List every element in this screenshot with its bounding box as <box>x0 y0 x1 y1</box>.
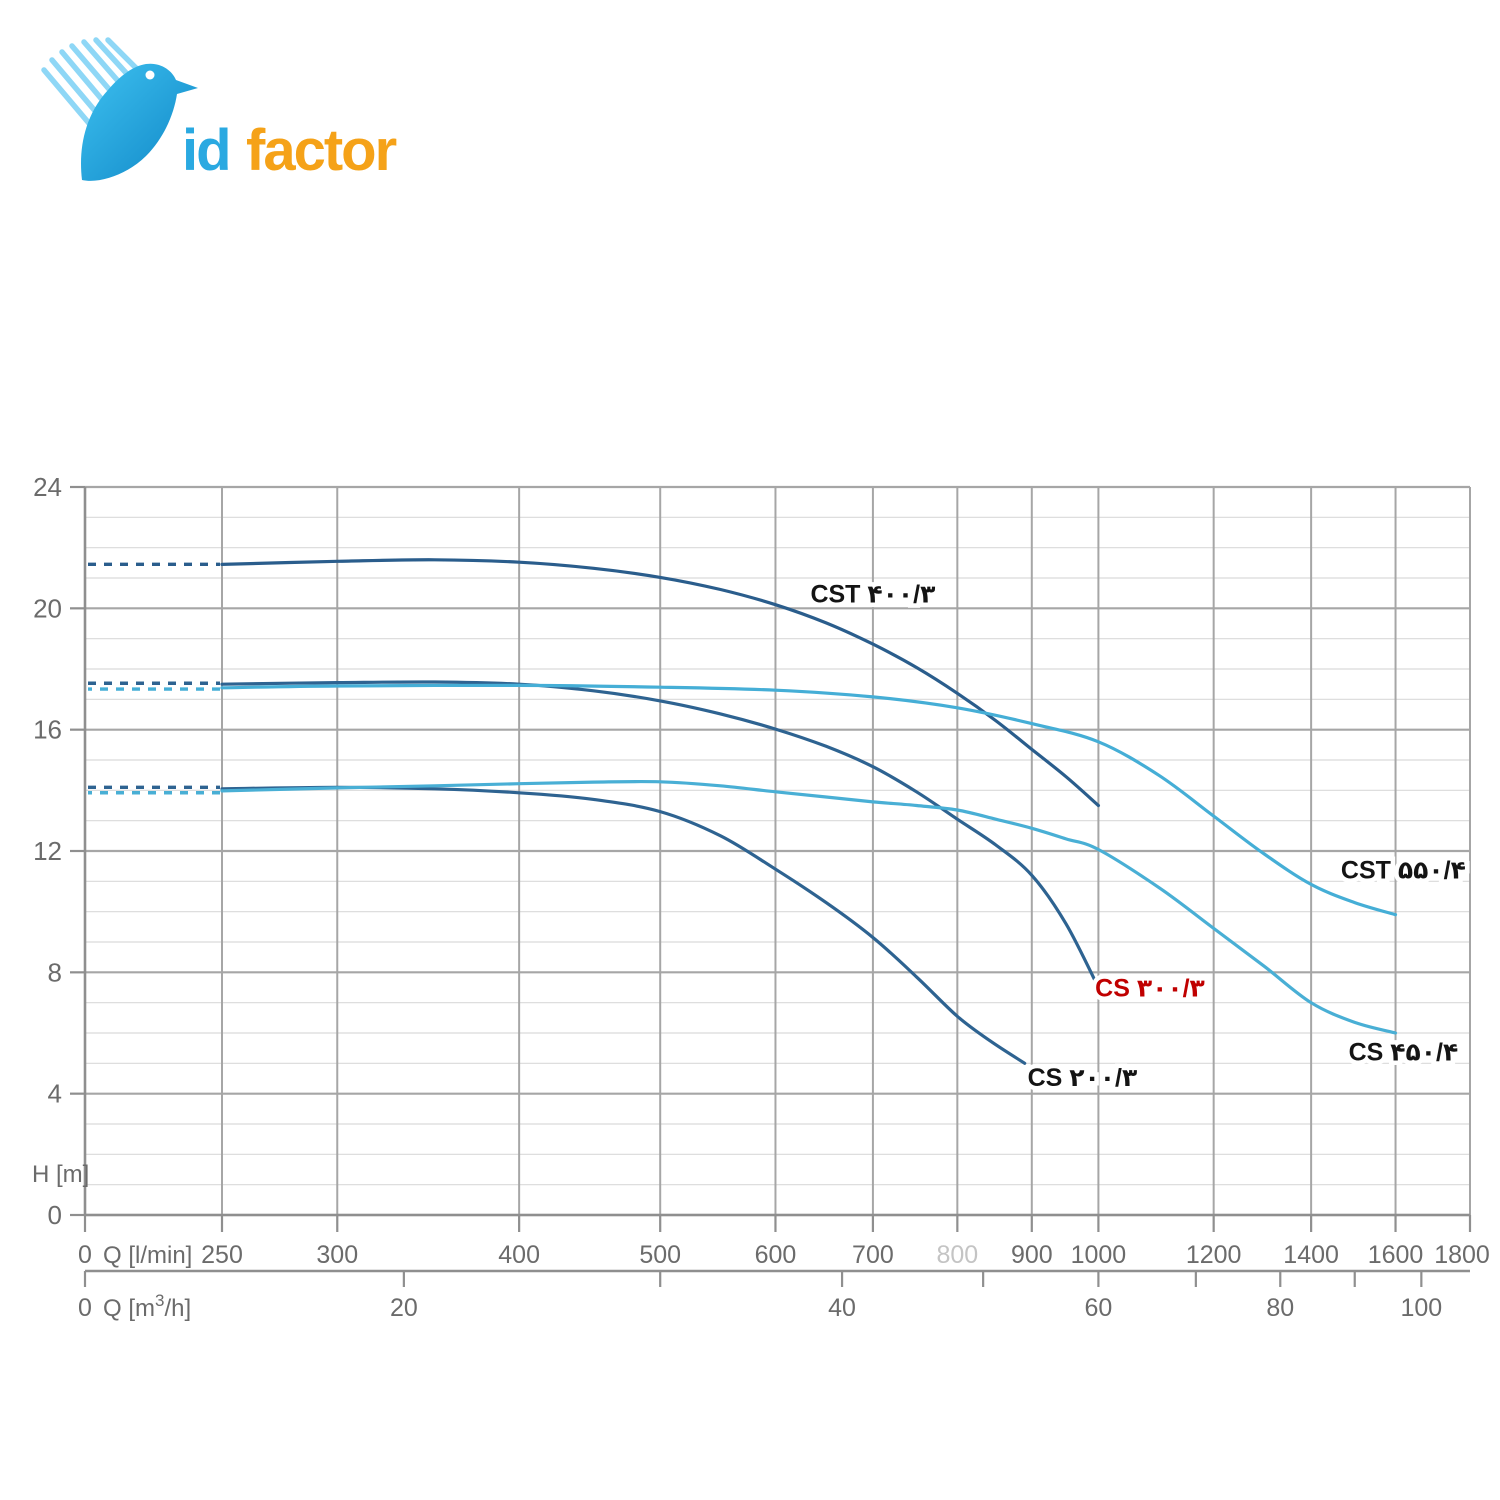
vidfactor-logo: id factor <box>22 18 422 198</box>
x-tick-label: 250 <box>201 1241 243 1269</box>
x-tick-label: 1600 <box>1368 1241 1424 1269</box>
x-tick-label: 600 <box>755 1241 797 1269</box>
x-tick-label: 900 <box>1011 1241 1053 1269</box>
y-axis-title: H [m] <box>32 1161 89 1188</box>
logo-bird-eye-icon <box>145 70 155 80</box>
x-tick-label: 1200 <box>1186 1241 1242 1269</box>
y-tick-label: 20 <box>33 593 62 623</box>
vidfactor-logo-graphic: id factor <box>41 37 399 183</box>
curve-cs-300-3 <box>220 680 1100 990</box>
x-tick-label: 1000 <box>1071 1241 1127 1269</box>
y-tick-label: 16 <box>33 715 62 745</box>
logo-text-id: id <box>182 118 230 183</box>
curve-label-cs-200-3: CS ۲۰۰/۳ <box>1028 1064 1138 1092</box>
x-m3h-tick-label: 40 <box>828 1294 856 1322</box>
curve-cs-200-3 <box>220 785 1027 1065</box>
y-tick-label: 0 <box>48 1200 62 1230</box>
x-m3h-tick-label: 100 <box>1400 1294 1442 1322</box>
x-tick-label: 500 <box>639 1241 681 1269</box>
y-tick-label: 4 <box>48 1079 62 1109</box>
curve-label-cst-400-3: CST ۴۰۰/۳ <box>810 580 935 608</box>
logo-text-factor: factor <box>246 118 397 183</box>
x-m3h-label-zero: 0 <box>78 1294 92 1322</box>
y-tick-label: 8 <box>48 957 62 987</box>
y-tick-label: 24 <box>33 472 62 502</box>
curve-label-cst-550-4: CST ۵۵۰/۴ <box>1341 856 1466 884</box>
curve-label-cs-450-4: CS ۴۵۰/۴ <box>1349 1038 1459 1066</box>
x-axis-m3h-title: Q [m3/h] <box>103 1291 191 1322</box>
curve-cst-550-4 <box>220 683 1398 917</box>
x-tick-label: 1400 <box>1283 1241 1339 1269</box>
x-tick-label: 700 <box>852 1241 894 1269</box>
x-tick-label: 300 <box>316 1241 358 1269</box>
x-m3h-tick-label: 80 <box>1266 1294 1294 1322</box>
curve-label-cs-300-3: CS ۳۰۰/۳ <box>1095 975 1205 1003</box>
y-tick-label: 12 <box>33 836 62 866</box>
logo-bird-icon <box>81 63 198 181</box>
x-m3h-tick-label: 60 <box>1084 1294 1112 1322</box>
x-tick-label: 1800 <box>1434 1241 1490 1269</box>
x-axis-lmin-title: Q [l/min] <box>103 1242 192 1269</box>
x-m3h-tick-label: 20 <box>390 1294 418 1322</box>
curve-cs-450-4 <box>220 779 1398 1035</box>
x-tick-label-zero: 0 <box>78 1241 92 1269</box>
x-tick-label: 400 <box>498 1241 540 1269</box>
curve-cst-400-3 <box>220 558 1100 808</box>
x-tick-label: 800 <box>936 1241 978 1269</box>
